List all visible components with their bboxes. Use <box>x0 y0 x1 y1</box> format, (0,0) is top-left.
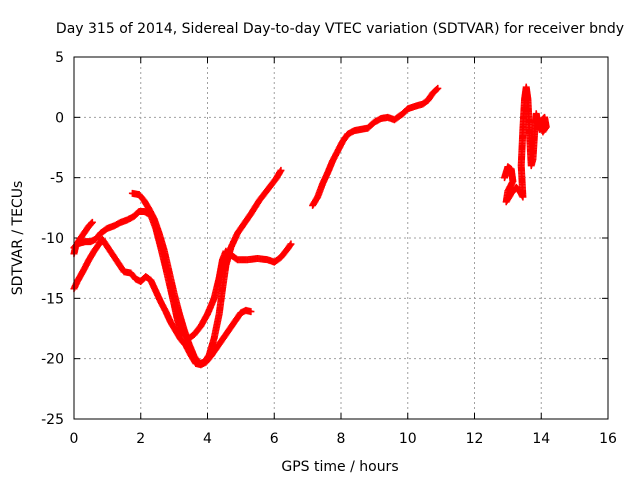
x-tick-label: 6 <box>270 431 279 447</box>
x-tick-label: 4 <box>203 431 212 447</box>
x-tick-label: 14 <box>532 431 550 447</box>
data-point-marker <box>88 219 96 227</box>
x-tick-label: 16 <box>599 431 617 447</box>
chart-title: Day 315 of 2014, Sidereal Day-to-day VTE… <box>56 21 624 37</box>
x-tick-label: 12 <box>466 431 484 447</box>
data-point-marker <box>247 308 255 316</box>
y-tick-label: 5 <box>55 50 64 66</box>
y-tick-label: -15 <box>41 291 64 307</box>
y-tick-label: -5 <box>50 171 64 187</box>
plot-frame <box>73 56 609 420</box>
y-tick-label: -10 <box>41 231 64 247</box>
data-point-marker <box>88 218 96 226</box>
data-point-marker <box>434 84 442 92</box>
y-tick-label: -25 <box>41 412 64 428</box>
x-tick-label: 0 <box>70 431 79 447</box>
x-tick-label: 8 <box>337 431 346 447</box>
data-point-marker <box>287 240 295 248</box>
y-axis-label: SDTVAR / TECUs <box>10 181 26 296</box>
axis-ticks: 0 2 4 6 8 10 12 14 16 5 0 -5 -10 -15 -20 -25 <box>41 50 617 447</box>
data-point-marker <box>277 166 285 174</box>
x-tick-label: 2 <box>136 431 145 447</box>
y-tick-label: -20 <box>41 352 64 368</box>
data-point-marker <box>531 117 539 125</box>
grid-lines <box>74 57 608 419</box>
data-points <box>70 83 550 369</box>
x-tick-label: 10 <box>399 431 417 447</box>
y-tick-label: 0 <box>55 110 64 126</box>
data-point-marker <box>286 241 294 249</box>
data-point-marker <box>433 85 441 93</box>
x-axis-label: GPS time / hours <box>281 459 398 475</box>
